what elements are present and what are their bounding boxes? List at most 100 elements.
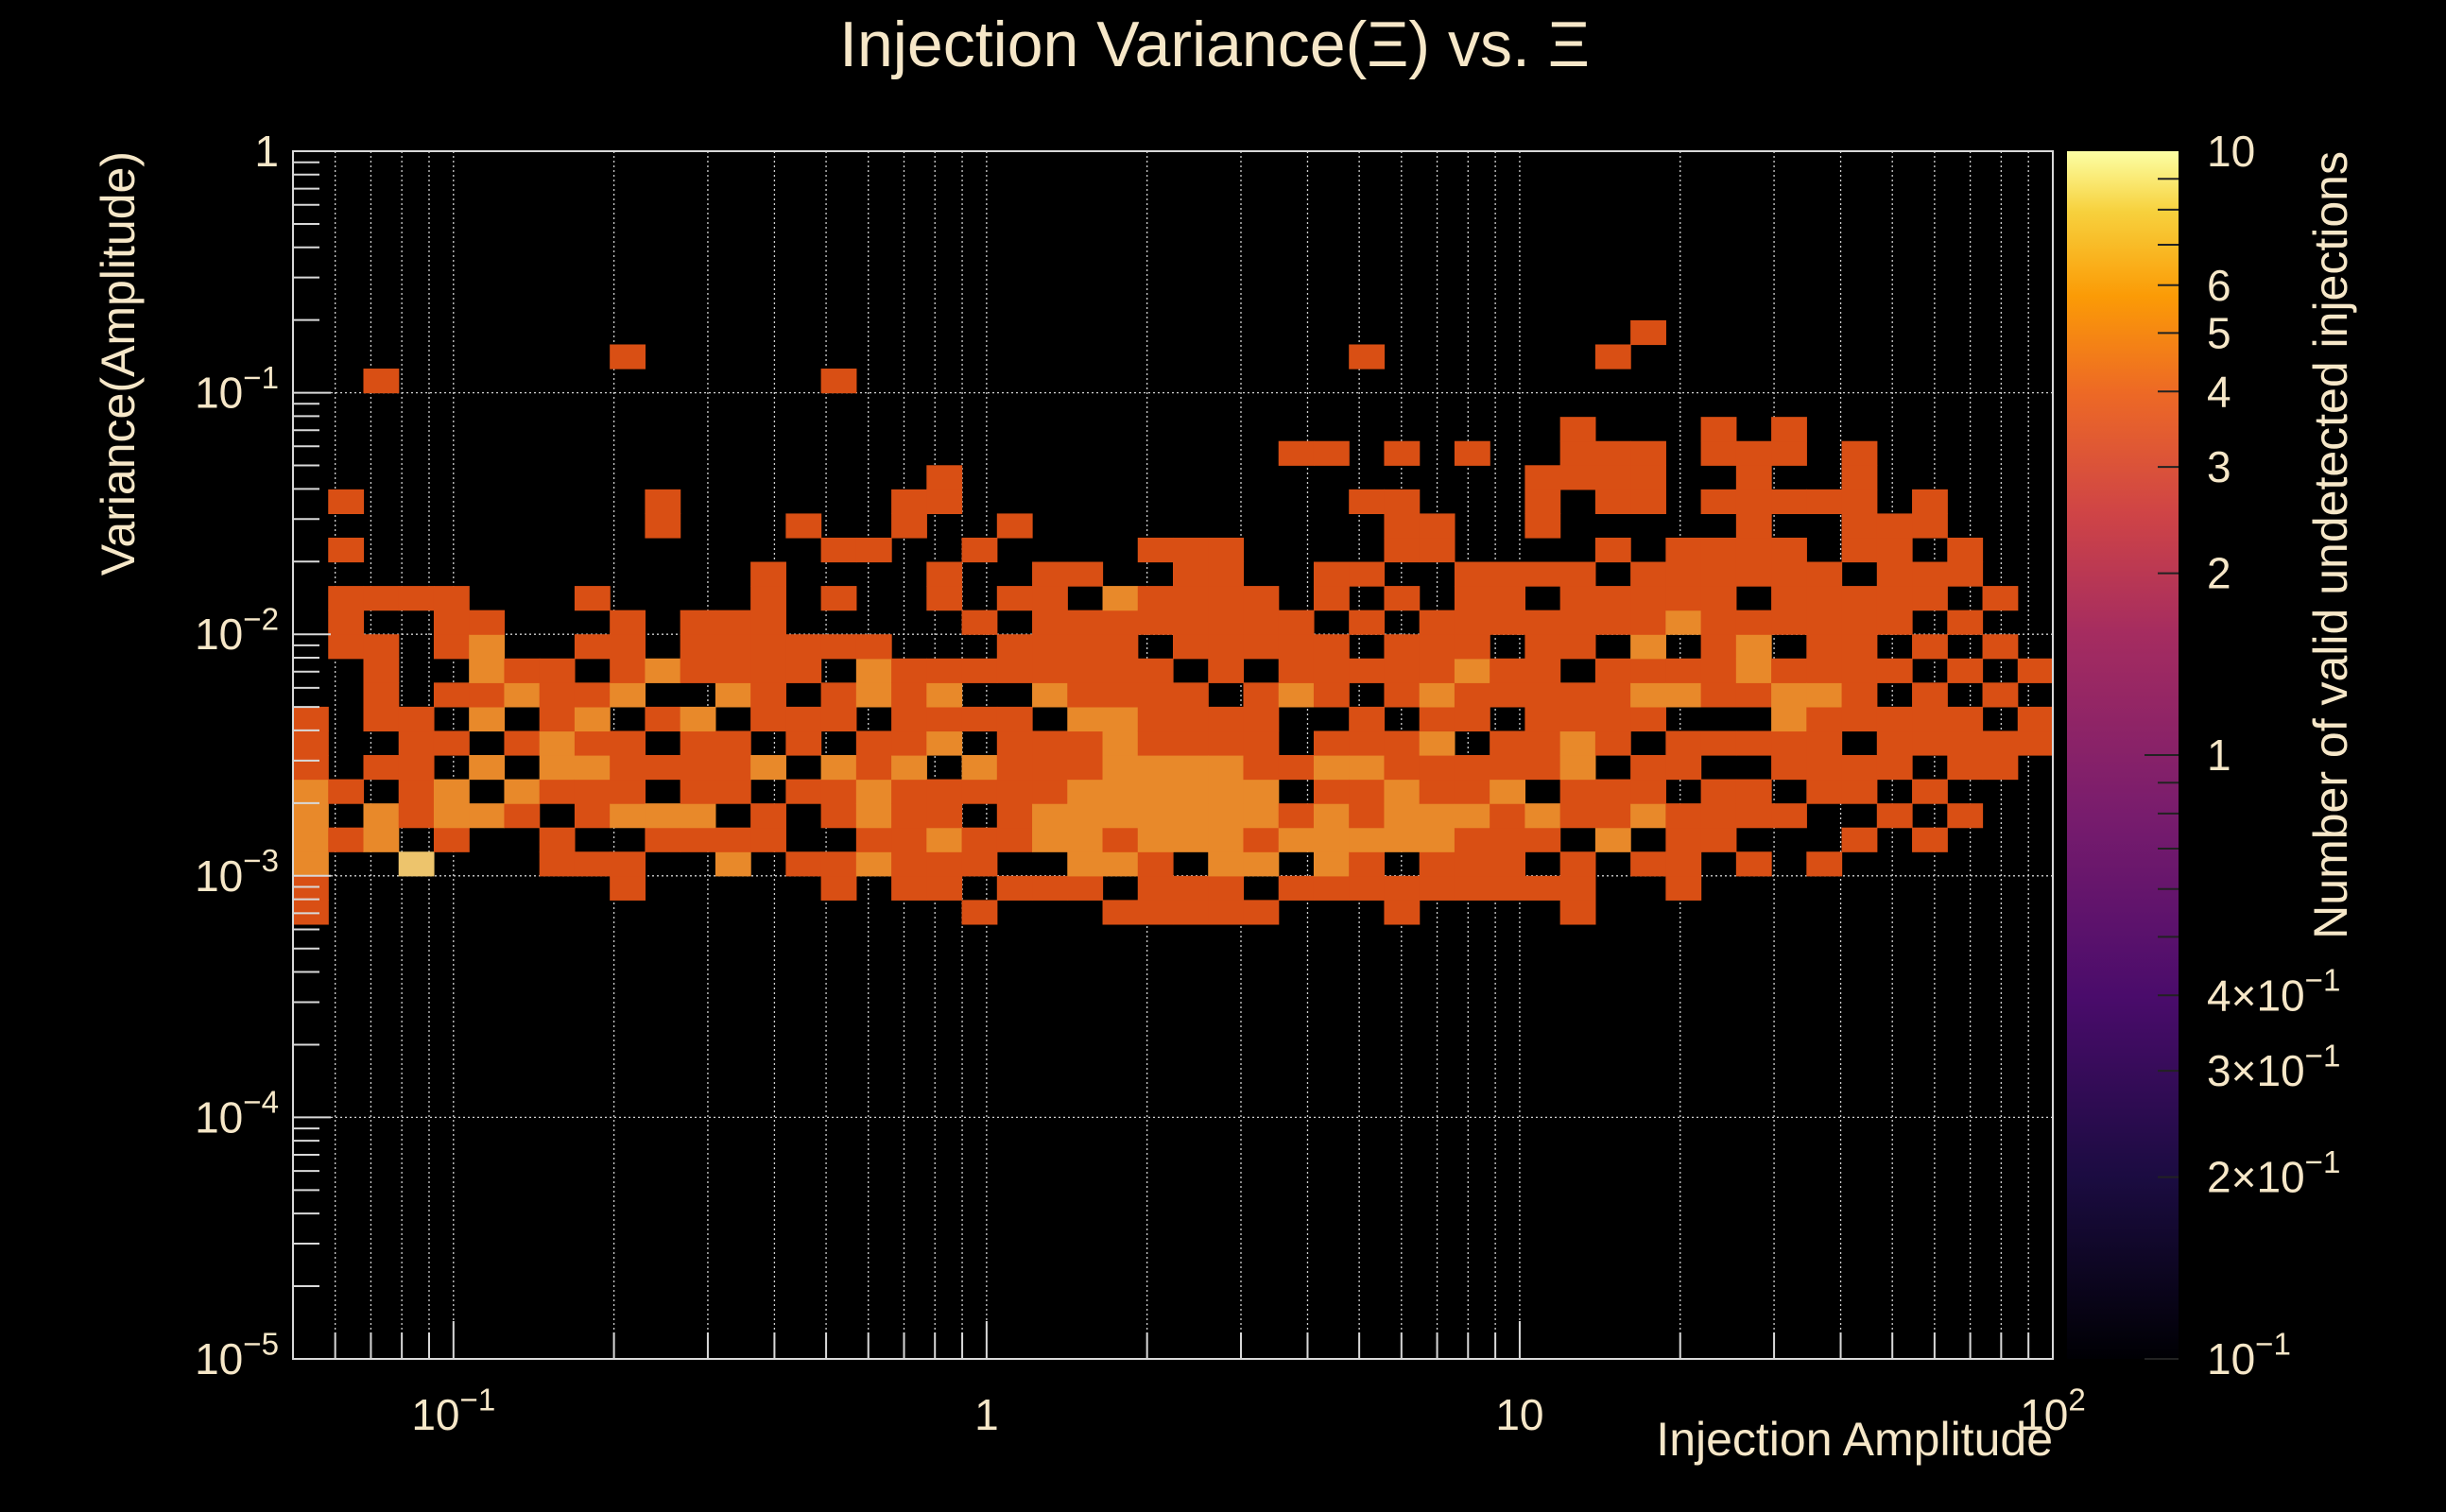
heatmap-cell [1454,827,1490,852]
heatmap-cell [293,875,329,901]
heatmap-cell [926,489,963,514]
heatmap-cell [996,779,1033,804]
heatmap-cell [855,537,892,563]
heatmap-cell [469,658,506,683]
heatmap-cell [1524,755,1561,781]
heatmap-cell [1594,827,1631,852]
heatmap-cell [1173,586,1209,611]
heatmap-cell [1454,561,1490,587]
heatmap-cell [1208,900,1245,925]
heatmap-cell [645,513,681,539]
heatmap-cell [1349,730,1386,756]
heatmap-cell [1841,658,1878,683]
heatmap-cell [1594,440,1631,466]
heatmap-cell [1559,803,1596,829]
heatmap-cell [469,803,506,829]
heatmap-cell [1278,634,1315,660]
heatmap-cell [1490,851,1525,877]
heatmap-cell [1490,755,1525,781]
heatmap-cell [1630,755,1666,781]
heatmap-cell [1490,610,1525,635]
heatmap-cell [1278,803,1315,829]
colorbar-tick-label: 1 [2207,730,2231,780]
heatmap-cell [1278,875,1315,901]
heatmap-cell [293,779,329,804]
heatmap-cell [926,465,963,490]
heatmap-cell [1243,706,1280,732]
heatmap-cell [1243,634,1280,660]
heatmap-cell [1806,561,1843,587]
heatmap-cell [1032,755,1068,781]
y-tick-label: 1 [254,127,279,176]
heatmap-cell [1841,440,1878,466]
heatmap-cell [1841,513,1878,539]
heatmap-cell [1665,561,1702,587]
heatmap-cell [1137,610,1174,635]
heatmap-cell [1912,682,1948,708]
heatmap-cell [1173,827,1209,852]
x-tick-label: 10−1 [411,1383,495,1439]
heatmap-cell [1454,682,1490,708]
heatmap-cell [610,803,646,829]
heatmap-cell [1771,417,1807,442]
heatmap-cell [1982,634,2019,660]
heatmap-cell [1559,465,1596,490]
heatmap-cell [1841,537,1878,563]
heatmap-cell [1384,537,1421,563]
heatmap-cell [680,779,716,804]
heatmap-cell [996,634,1033,660]
heatmap-cell [398,586,435,611]
heatmap-cell [891,779,927,804]
heatmap-cell [1384,440,1421,466]
heatmap-cell [1067,610,1104,635]
heatmap-cell [398,779,435,804]
heatmap-cell [1490,682,1525,708]
chart-title: Injection Variance(Ξ) vs. Ξ [839,9,1590,80]
heatmap-cell [1912,489,1948,514]
heatmap-cell [1735,465,1772,490]
heatmap-cell [785,851,822,877]
heatmap-cell [1208,561,1245,587]
heatmap-cell [433,730,470,756]
heatmap-cell [1490,586,1525,611]
heatmap-cell [961,658,998,683]
heatmap-cell [1173,537,1209,563]
heatmap-cell [433,779,470,804]
heatmap-cell [1771,610,1807,635]
heatmap-cell [1032,779,1068,804]
heatmap-cell [1419,803,1456,829]
heatmap-cell [1349,610,1386,635]
heatmap-cell [820,803,857,829]
heatmap-cell [1243,586,1280,611]
heatmap-cell [1700,610,1737,635]
heatmap-cell [1313,730,1350,756]
heatmap-cell [1208,803,1245,829]
heatmap-cell [1630,803,1666,829]
heatmap-cell [785,730,822,756]
heatmap-cell [1419,634,1456,660]
heatmap-cell [1490,827,1525,852]
heatmap-cell [1700,682,1737,708]
heatmap-cell [1313,803,1350,829]
heatmap-cell [1735,561,1772,587]
heatmap-cell [1735,779,1772,804]
heatmap-cell [820,875,857,901]
heatmap-cell [680,755,716,781]
heatmap-cell [2017,658,2054,683]
heatmap-cell [469,706,506,732]
colorbar-ticks: 10 65 4 3 2 1 4×10−1 3×10−1 2×10−1 10−1 [2145,127,2340,1383]
heatmap-cell [1630,586,1666,611]
heatmap-cell [785,513,822,539]
heatmap-cell [1419,730,1456,756]
heatmap-cell [1700,730,1737,756]
heatmap-cell [1032,803,1068,829]
heatmap-cell [574,730,611,756]
heatmap-cell [1067,875,1104,901]
heatmap-cell [1208,610,1245,635]
heatmap-cell [1771,440,1807,466]
heatmap-cell [1384,803,1421,829]
heatmap-cell [996,706,1033,732]
heatmap-cell [1349,344,1386,369]
heatmap-cell [1384,755,1421,781]
heatmap-cell [293,755,329,781]
